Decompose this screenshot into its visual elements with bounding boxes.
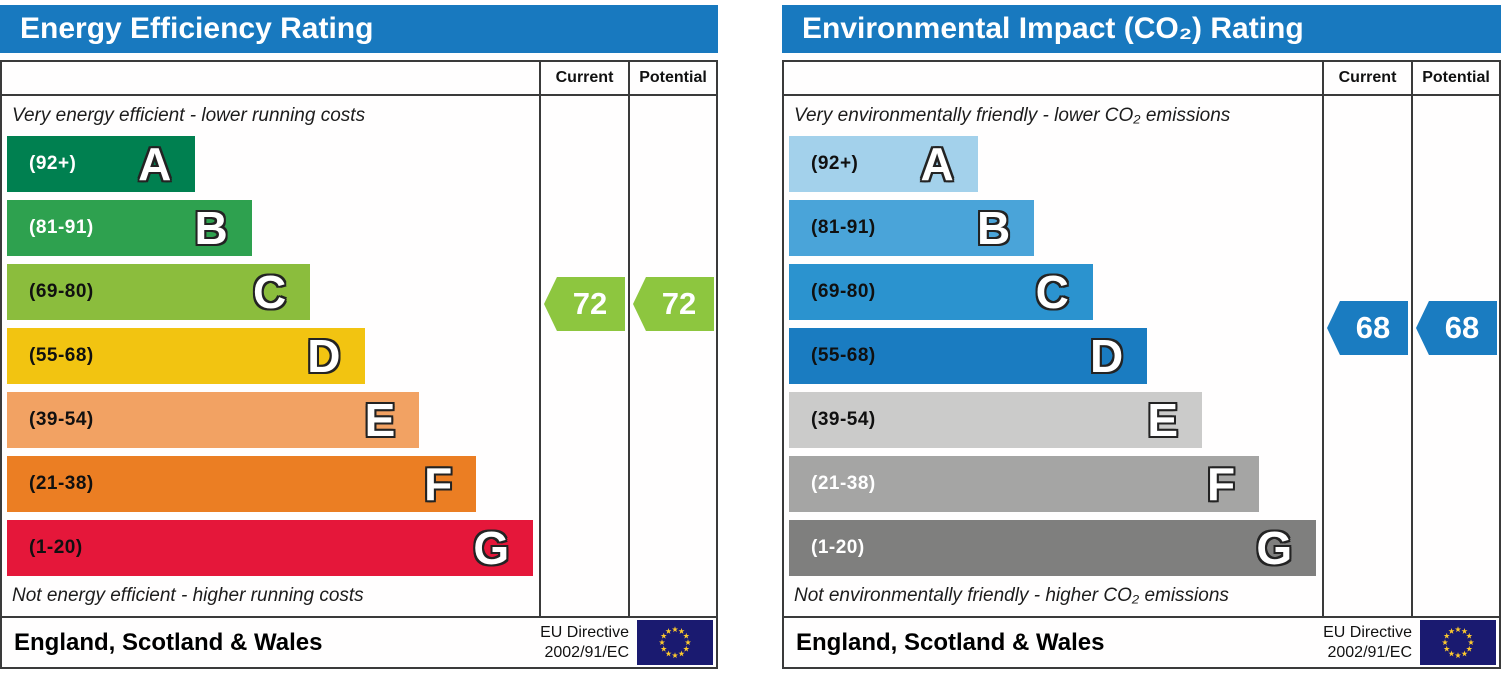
column-header-current: Current — [1324, 62, 1413, 96]
band-range: (69-80) — [811, 281, 876, 302]
eu-flag-icon — [637, 620, 713, 665]
band-d: (55-68) D — [789, 328, 1148, 384]
band-range: (55-68) — [811, 345, 876, 366]
band-range: (21-38) — [29, 473, 94, 494]
band-letter: G — [1256, 522, 1293, 574]
band-range: (81-91) — [29, 217, 94, 238]
potential-rating-value: 72 — [661, 286, 697, 321]
eu-directive-label: EU Directive 2002/91/EC — [540, 623, 629, 663]
energy-panel-title-bar: Energy Efficiency Rating — [0, 5, 718, 53]
band-letter: B — [976, 202, 1011, 254]
eu-directive-label: EU Directive 2002/91/EC — [1323, 623, 1412, 663]
band-letter: F — [424, 458, 453, 510]
band-c: (69-80) C — [789, 264, 1093, 320]
band-range: (39-54) — [29, 409, 94, 430]
current-rating-cell: 68 — [1324, 96, 1413, 616]
band-letter: B — [194, 202, 228, 254]
band-b: (81-91) B — [789, 200, 1035, 256]
band-letter: E — [364, 394, 396, 446]
band-letter: C — [1035, 266, 1069, 318]
band-g: (1-20) G — [7, 520, 534, 576]
column-header-blank — [2, 62, 541, 96]
band-letter: C — [253, 266, 287, 318]
column-header-potential: Potential — [630, 62, 716, 96]
band-letter: F — [1206, 458, 1236, 510]
environmental-band-chart: Very environmentally friendly - lower CO… — [784, 96, 1324, 616]
band-e: (39-54) E — [7, 392, 420, 448]
band-range: (69-80) — [29, 281, 94, 302]
band-e: (39-54) E — [789, 392, 1203, 448]
top-caption: Very energy efficient - lower running co… — [12, 105, 366, 126]
band-range: (21-38) — [811, 473, 876, 494]
band-list: (92+) A (81-91) B (69-80) C (55-68) D — [2, 136, 539, 576]
table-footer: England, Scotland & Wales EU Directive 2… — [2, 616, 716, 667]
band-range: (92+) — [29, 153, 77, 174]
band-f: (21-38) F — [789, 456, 1260, 512]
band-f: (21-38) F — [7, 456, 477, 512]
bottom-caption: Not environmentally friendly - higher CO… — [794, 585, 1229, 606]
potential-rating-value: 68 — [1444, 310, 1480, 345]
potential-rating-arrow: 72 — [633, 277, 714, 331]
band-letter: E — [1147, 394, 1179, 446]
band-letter: D — [1089, 330, 1124, 382]
band-letter: D — [307, 330, 341, 382]
energy-rating-table: Current Potential Very energy efficient … — [0, 60, 718, 669]
energy-efficiency-panel: Energy Efficiency Rating Current Potenti… — [0, 5, 718, 669]
band-c: (69-80) C — [7, 264, 311, 320]
eu-directive-line1: EU Directive — [540, 623, 629, 641]
current-rating-arrow: 72 — [544, 277, 625, 331]
environmental-rating-table: Current Potential Very environmentally f… — [782, 60, 1501, 669]
potential-rating-cell: 72 — [630, 96, 716, 616]
band-a: (92+) A — [789, 136, 978, 192]
current-rating-arrow: 68 — [1327, 301, 1408, 355]
environmental-panel-title-bar: Environmental Impact (CO₂) Rating — [782, 5, 1501, 53]
footer-region-label: England, Scotland & Wales — [796, 628, 1105, 656]
band-list: (92+) A (81-91) B (69-80) C (55-68) D — [784, 136, 1322, 576]
potential-rating-arrow: 68 — [1416, 301, 1497, 355]
band-range: (55-68) — [29, 345, 94, 366]
column-header-potential: Potential — [1413, 62, 1499, 96]
band-range: (81-91) — [811, 217, 876, 238]
page-title: Energy Efficiency Rating — [20, 12, 374, 45]
eu-directive-line1: EU Directive — [1323, 623, 1412, 641]
band-range: (1-20) — [29, 537, 83, 558]
table-footer: England, Scotland & Wales EU Directive 2… — [784, 616, 1499, 667]
potential-rating-cell: 68 — [1413, 96, 1499, 616]
band-range: (92+) — [811, 153, 859, 174]
band-g: (1-20) G — [789, 520, 1317, 576]
band-range: (39-54) — [811, 409, 876, 430]
current-rating-value: 72 — [572, 286, 608, 321]
band-letter: A — [138, 138, 172, 190]
band-b: (81-91) B — [7, 200, 252, 256]
current-rating-value: 68 — [1355, 310, 1391, 345]
band-d: (55-68) D — [7, 328, 365, 384]
band-a: (92+) A — [7, 136, 196, 192]
page-title: Environmental Impact (CO₂) Rating — [802, 12, 1304, 45]
band-letter: G — [473, 522, 510, 574]
top-caption: Very environmentally friendly - lower CO… — [794, 105, 1231, 126]
current-rating-cell: 72 — [541, 96, 630, 616]
column-header-blank — [784, 62, 1324, 96]
eu-flag-icon — [1420, 620, 1496, 665]
eu-directive-line2: 2002/91/EC — [544, 643, 629, 661]
environmental-impact-panel: Environmental Impact (CO₂) Rating Curren… — [782, 5, 1501, 669]
energy-band-chart: Very energy efficient - lower running co… — [2, 96, 541, 616]
bottom-caption: Not energy efficient - higher running co… — [12, 585, 364, 606]
column-header-current: Current — [541, 62, 630, 96]
band-range: (1-20) — [811, 537, 865, 558]
footer-region-label: England, Scotland & Wales — [14, 628, 323, 656]
band-letter: A — [920, 138, 954, 190]
eu-directive-line2: 2002/91/EC — [1327, 643, 1412, 661]
